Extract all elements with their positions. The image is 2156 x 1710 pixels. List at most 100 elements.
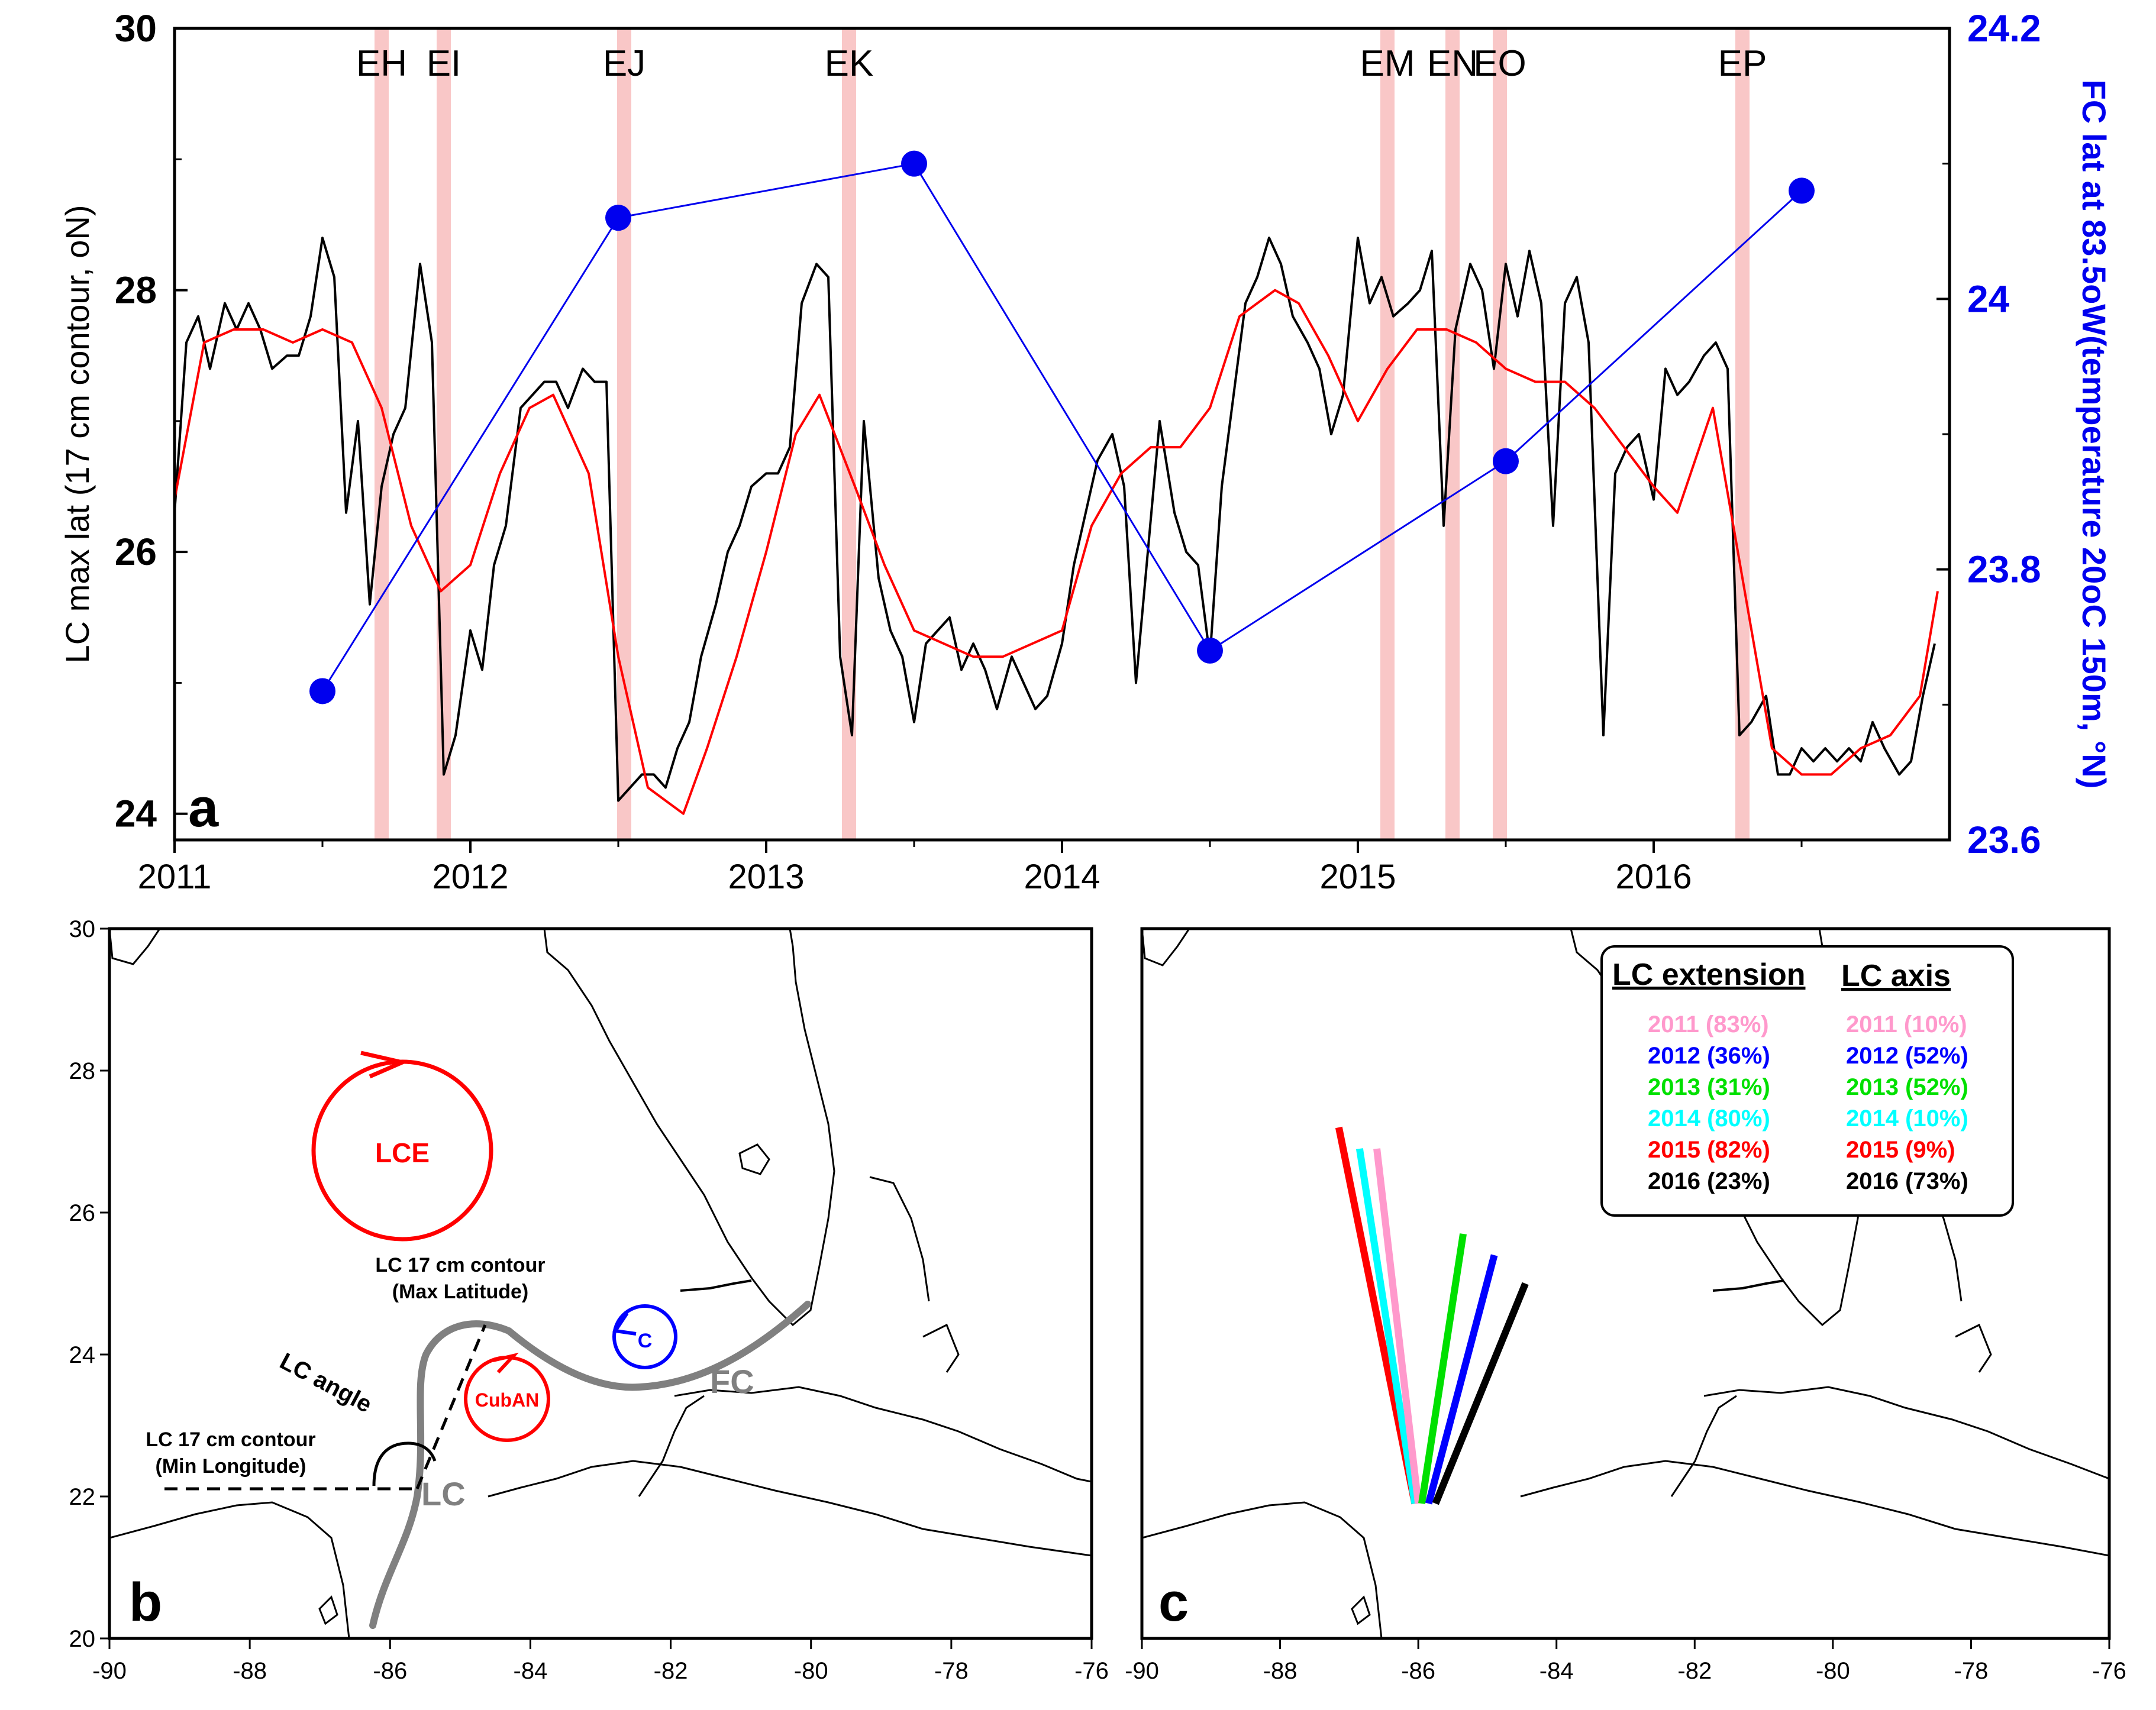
legend-axis-2016: 2016 (73%) xyxy=(1846,1168,1968,1194)
event-label: EP xyxy=(1718,43,1767,84)
bahamas-outline xyxy=(1955,1323,1992,1373)
x-tick-label: -80 xyxy=(794,1658,828,1684)
y2-axis-label: FC lat at 83.5oW(temperature 20oC 150m, … xyxy=(2076,80,2113,789)
fc-lat-line xyxy=(321,163,1803,692)
contour-max-label-line2: (Max Latitude) xyxy=(392,1281,528,1303)
panel-b-y-ticks: 20 22 24 26 28 30 xyxy=(69,916,109,1652)
lc-label: LC xyxy=(421,1475,466,1512)
event-label: EK xyxy=(825,43,874,84)
y-tick-label: 26 xyxy=(115,531,157,573)
cozumel-island xyxy=(318,1595,338,1625)
lc-axis-line-2013 xyxy=(1418,1233,1467,1504)
smoothed-line xyxy=(173,289,1939,815)
lce-label: LCE xyxy=(375,1137,430,1168)
event-band xyxy=(1380,28,1395,840)
legend-extension-2015: 2015 (82%) xyxy=(1648,1137,1770,1163)
x-axis-ticks: 2011 2012 2013 2014 2015 2016 xyxy=(138,840,1803,896)
x-tick-label: -76 xyxy=(2092,1658,2126,1684)
florida-keys xyxy=(680,1279,752,1292)
x-tick-label: -88 xyxy=(1263,1658,1298,1684)
y2-tick-label: 24.2 xyxy=(1967,7,2041,50)
bahamas-outline xyxy=(922,1323,960,1373)
legend-extension-2012: 2012 (36%) xyxy=(1648,1043,1770,1069)
florida-coast xyxy=(543,929,835,1327)
northwest-coast xyxy=(1142,929,1190,966)
c-label: C xyxy=(638,1330,653,1352)
panel-c-frame xyxy=(1140,927,2111,1640)
legend-axis-2015: 2015 (9%) xyxy=(1846,1137,1955,1163)
lake-okeechobee xyxy=(738,1143,770,1175)
lc-axis-line-2014 xyxy=(1355,1148,1419,1504)
event-band xyxy=(375,28,389,840)
legend-axis-2014: 2014 (10%) xyxy=(1846,1105,1968,1132)
fc-lat-point xyxy=(1493,448,1519,474)
series-layer xyxy=(173,150,1939,815)
lc-axis-dashed-line xyxy=(415,1324,487,1489)
event-band xyxy=(1445,28,1460,840)
legend-axis-2012: 2012 (52%) xyxy=(1846,1043,1968,1069)
panel-a-label: a xyxy=(188,778,219,838)
x-tick-label: 2016 xyxy=(1615,858,1692,896)
panel-b-coastlines xyxy=(109,929,1092,1638)
legend-extension-2013: 2013 (31%) xyxy=(1648,1074,1770,1100)
event-label: EM xyxy=(1360,43,1415,84)
fc-lat-point xyxy=(309,678,335,704)
x-tick-label: 2013 xyxy=(728,858,804,896)
legend-axis-2011: 2011 (10%) xyxy=(1846,1011,1967,1037)
fc-lat-point xyxy=(605,205,631,231)
y-tick-label: 20 xyxy=(69,1626,96,1652)
lc-axis-line-2016 xyxy=(1432,1282,1529,1505)
fc-lat-point xyxy=(1789,177,1815,204)
y-tick-label: 24 xyxy=(115,793,157,835)
cuba-south-coast xyxy=(488,1460,1092,1557)
contour-max-label-line1: LC 17 cm contour xyxy=(375,1254,545,1276)
event-label: EH xyxy=(356,43,407,84)
cuba-north-coast xyxy=(674,1386,1092,1483)
bahamas-outline xyxy=(869,1176,930,1302)
x-tick-label: 2014 xyxy=(1024,858,1100,896)
cuba-north-coast xyxy=(1703,1386,2109,1480)
fc-lat-point xyxy=(901,150,927,177)
cuba-west-tip xyxy=(1670,1395,1737,1497)
event-label: EO xyxy=(1473,43,1526,84)
event-band xyxy=(1735,28,1750,840)
legend-header-axis: LC axis xyxy=(1841,959,1951,993)
contour-min-label-line2: (Min Longitude) xyxy=(156,1455,306,1478)
panel-b-frame xyxy=(108,927,1093,1640)
panel-b-label: b xyxy=(129,1572,162,1633)
c-arrow-icon xyxy=(612,1312,637,1336)
x-tick-label: -80 xyxy=(1816,1658,1850,1684)
y-tick-label: 24 xyxy=(69,1342,96,1368)
y2-axis-ticks: 23.6 23.8 24 24.2 xyxy=(1936,7,2041,861)
x-tick-label: -86 xyxy=(1401,1658,1435,1684)
event-band xyxy=(617,28,631,840)
panel-b-x-ticks: -90 -88 -86 -84 -82 -80 -78 -76 xyxy=(92,1638,1109,1684)
panel-c-label: c xyxy=(1158,1572,1189,1633)
x-tick-label: -84 xyxy=(1539,1658,1574,1684)
legend-box xyxy=(1600,945,2014,1217)
event-band xyxy=(1493,28,1507,840)
yucatan-coast xyxy=(1142,1501,1383,1638)
fc-label: FC xyxy=(710,1363,754,1400)
contour-min-label-line1: LC 17 cm contour xyxy=(146,1428,315,1451)
lc-axis-lines xyxy=(1335,1126,1529,1505)
event-label: EN xyxy=(1427,43,1478,84)
legend: LC extension LC axis 2011 (83%) 2011 (10… xyxy=(1600,945,2014,1217)
legend-extension-2016: 2016 (23%) xyxy=(1648,1168,1770,1194)
y-tick-label: 22 xyxy=(69,1484,96,1510)
x-tick-label: 2012 xyxy=(432,858,508,896)
y-tick-label: 28 xyxy=(115,269,157,312)
y-axis-label: LC max lat (17 cm contour, oN) xyxy=(59,205,96,664)
y-axis-ticks: 24 26 28 30 xyxy=(115,7,188,835)
y-tick-label: 28 xyxy=(69,1058,96,1084)
event-band xyxy=(437,28,451,840)
northwest-coast xyxy=(109,929,161,965)
x-tick-label: -76 xyxy=(1074,1658,1109,1684)
event-label: EJ xyxy=(603,43,645,84)
fc-lat-point xyxy=(1197,637,1223,664)
lc-max-lat-line xyxy=(173,237,1936,802)
